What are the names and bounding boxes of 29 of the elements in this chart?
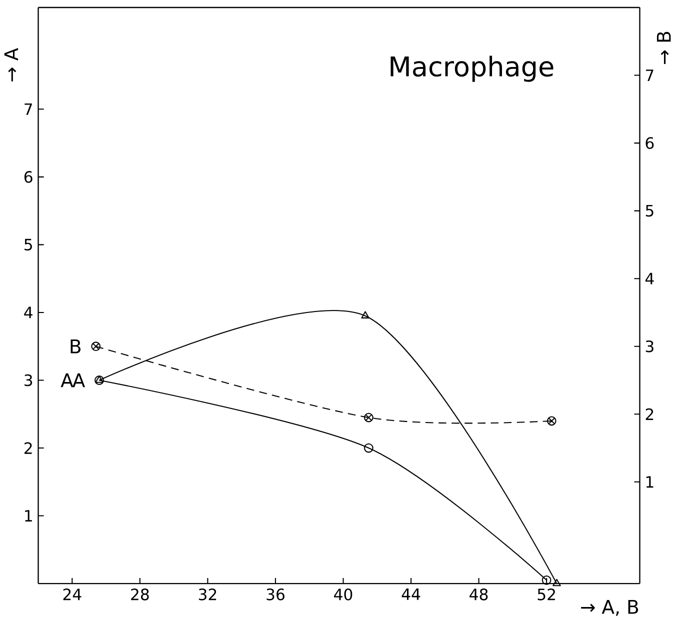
y-tick-label: 2: [24, 442, 32, 454]
series-label: A: [72, 373, 86, 387]
x-tick-label: 28: [131, 588, 149, 600]
y2-tick-label: 7: [646, 69, 654, 81]
y-tick-label: 3: [24, 374, 32, 386]
series-label: B: [70, 339, 80, 354]
x-tick-label: 24: [63, 588, 82, 600]
y-tick-label: 7: [24, 103, 32, 115]
x-tick-label: 48: [470, 588, 488, 600]
y2-tick-label: 4: [645, 272, 654, 284]
y-tick-label: 4: [24, 306, 32, 318]
y2-axis-title: → B: [656, 32, 671, 64]
y2-tick-label: 2: [646, 408, 654, 420]
y2-tick-label: 1: [646, 476, 654, 488]
x-tick-label: 44: [402, 588, 420, 600]
y-tick-label: 6: [24, 170, 32, 183]
y-tick-label: 1: [25, 510, 32, 522]
x-axis-title: → A, B: [581, 600, 638, 616]
x-tick-label: 32: [198, 588, 216, 600]
y-axis-title: → A: [4, 48, 18, 82]
y2-tick-label: 5: [646, 204, 654, 217]
y2-tick-label: 6: [646, 137, 654, 149]
x-tick-label: 40: [334, 588, 352, 600]
text: Macrophage: [390, 56, 554, 82]
y2-tick-label: 3: [646, 340, 654, 352]
series-label: A: [60, 373, 74, 387]
x-tick-label: 52: [538, 588, 555, 600]
x-tick-label: 36: [266, 588, 284, 600]
y-tick-label: 5: [24, 238, 32, 250]
